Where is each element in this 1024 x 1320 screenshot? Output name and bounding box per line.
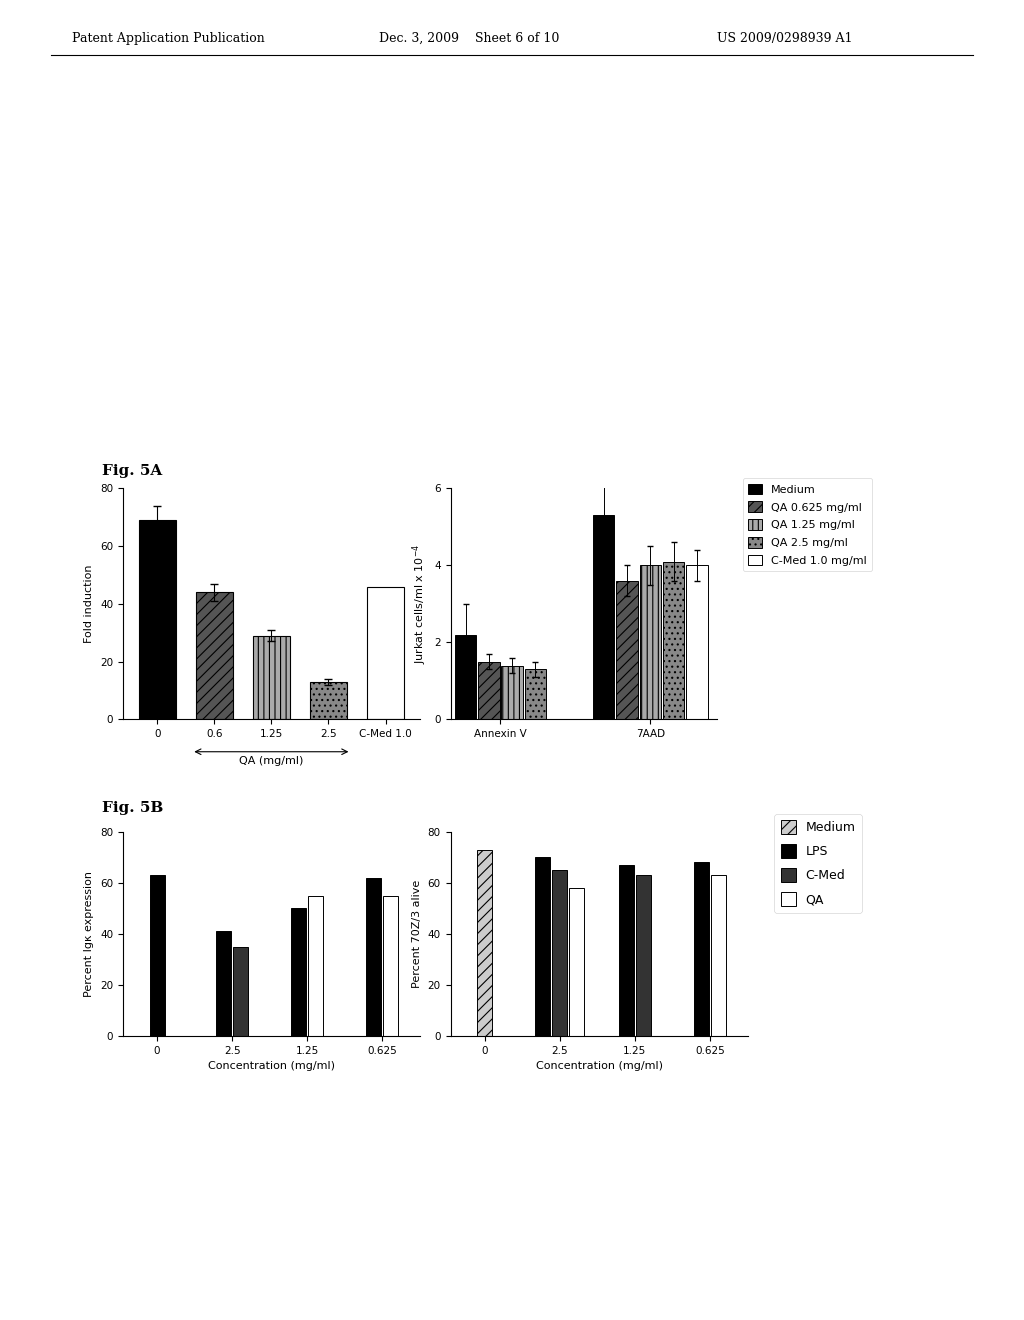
- X-axis label: Concentration (mg/ml): Concentration (mg/ml): [208, 1061, 335, 1072]
- Bar: [477, 850, 493, 1036]
- Bar: [367, 586, 404, 719]
- Bar: [552, 870, 567, 1036]
- Bar: [640, 565, 660, 719]
- Bar: [694, 862, 709, 1036]
- Bar: [216, 932, 231, 1036]
- Bar: [150, 875, 165, 1036]
- Legend: Medium, QA 0.625 mg/ml, QA 1.25 mg/ml, QA 2.5 mg/ml, C-Med 1.0 mg/ml: Medium, QA 0.625 mg/ml, QA 1.25 mg/ml, Q…: [742, 478, 871, 572]
- Bar: [593, 515, 614, 719]
- Bar: [636, 875, 651, 1036]
- Bar: [253, 636, 290, 719]
- Bar: [196, 593, 232, 719]
- Y-axis label: Percent Igκ expression: Percent Igκ expression: [84, 871, 94, 997]
- Text: US 2009/0298939 A1: US 2009/0298939 A1: [717, 32, 852, 45]
- Y-axis label: Jurkat cells/ml x 10$^{-4}$: Jurkat cells/ml x 10$^{-4}$: [410, 544, 429, 664]
- Bar: [569, 888, 585, 1036]
- Bar: [367, 878, 381, 1036]
- Bar: [291, 908, 306, 1036]
- Bar: [502, 665, 523, 719]
- Text: Dec. 3, 2009    Sheet 6 of 10: Dec. 3, 2009 Sheet 6 of 10: [379, 32, 559, 45]
- Bar: [711, 875, 726, 1036]
- Text: Fig. 5B: Fig. 5B: [102, 801, 164, 814]
- Bar: [686, 565, 708, 719]
- Bar: [478, 661, 500, 719]
- Bar: [536, 857, 550, 1036]
- Bar: [138, 520, 176, 719]
- Y-axis label: Fold induction: Fold induction: [84, 565, 94, 643]
- Y-axis label: Percent 70Z/3 alive: Percent 70Z/3 alive: [412, 879, 422, 989]
- Bar: [455, 635, 476, 719]
- X-axis label: Concentration (mg/ml): Concentration (mg/ml): [536, 1061, 663, 1072]
- Text: Patent Application Publication: Patent Application Publication: [72, 32, 264, 45]
- Bar: [616, 581, 638, 719]
- Bar: [233, 946, 248, 1036]
- Bar: [308, 895, 324, 1036]
- Bar: [383, 895, 398, 1036]
- X-axis label: QA (mg/ml): QA (mg/ml): [240, 756, 303, 766]
- Bar: [663, 561, 684, 719]
- Legend: Medium, LPS, C-Med, QA: Medium, LPS, C-Med, QA: [774, 814, 862, 912]
- Bar: [310, 682, 347, 719]
- Text: Fig. 5A: Fig. 5A: [102, 465, 163, 478]
- Bar: [618, 865, 634, 1036]
- Bar: [524, 669, 546, 719]
